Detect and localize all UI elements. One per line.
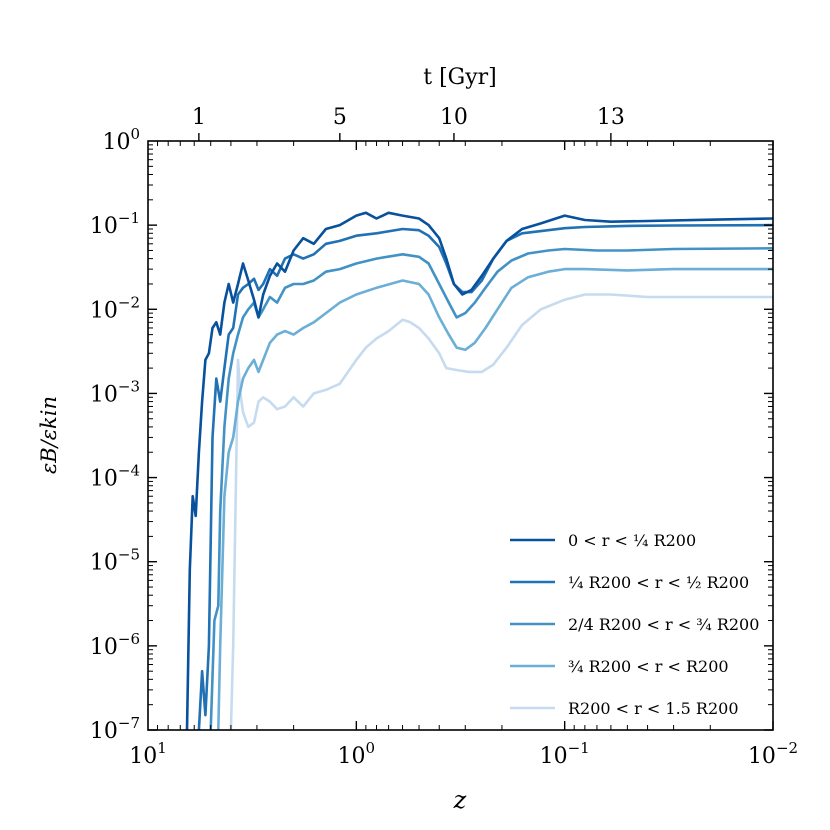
y-tick-label: 10−5 [90,546,140,576]
x-tick-label: 100 [338,739,376,769]
top-axis-tick-label: 1 [192,105,206,130]
y-tick-label: 10−1 [90,209,140,239]
y-tick-label: 10−2 [90,293,140,323]
y-tick-label: 10−4 [90,462,140,492]
series-line-4 [217,267,773,730]
y-tick-label: 10−3 [90,377,140,407]
plot-frame [147,140,774,731]
top-axis-tick-label: 13 [597,105,625,130]
series-line-5 [229,293,773,730]
x-axis-label: z [453,786,467,814]
y-tick-label: 10−6 [90,630,140,660]
legend: 0 < r < ¼ R200 ¼ R200 < r < ½ R200 2/4 R20… [510,531,759,718]
y-tick-label: 100 [102,125,140,155]
x-tick-label: 101 [129,739,167,769]
series-line-1 [185,211,773,730]
y-tick-label: 10−7 [90,714,140,744]
legend-label: 0 < r < ¼ R200 [568,531,696,550]
top-axis-label: t [Gyr] [423,65,497,90]
legend-label: ¾ R200 < r < R200 [568,657,729,676]
legend-label: ¼ R200 < r < ½ R200 [568,573,749,592]
y-axis-label: εB/εkin [37,396,61,474]
top-axis-tick-label: 10 [440,105,468,130]
axis-ticks [148,133,774,731]
x-tick-label: 10−2 [748,739,798,769]
series-lines [185,211,773,730]
x-tick-label: 10−1 [540,739,590,769]
series-line-3 [209,247,773,730]
legend-label: R200 < r < 1.5 R200 [568,699,739,718]
top-axis-tick-label: 5 [333,105,347,130]
series-line-2 [197,223,773,730]
legend-label: 2/4 R200 < r < ¾ R200 [568,615,759,634]
axis-tick-labels: 101 100 10−1 10−210010−110−210−310−410−510−… [90,105,798,769]
